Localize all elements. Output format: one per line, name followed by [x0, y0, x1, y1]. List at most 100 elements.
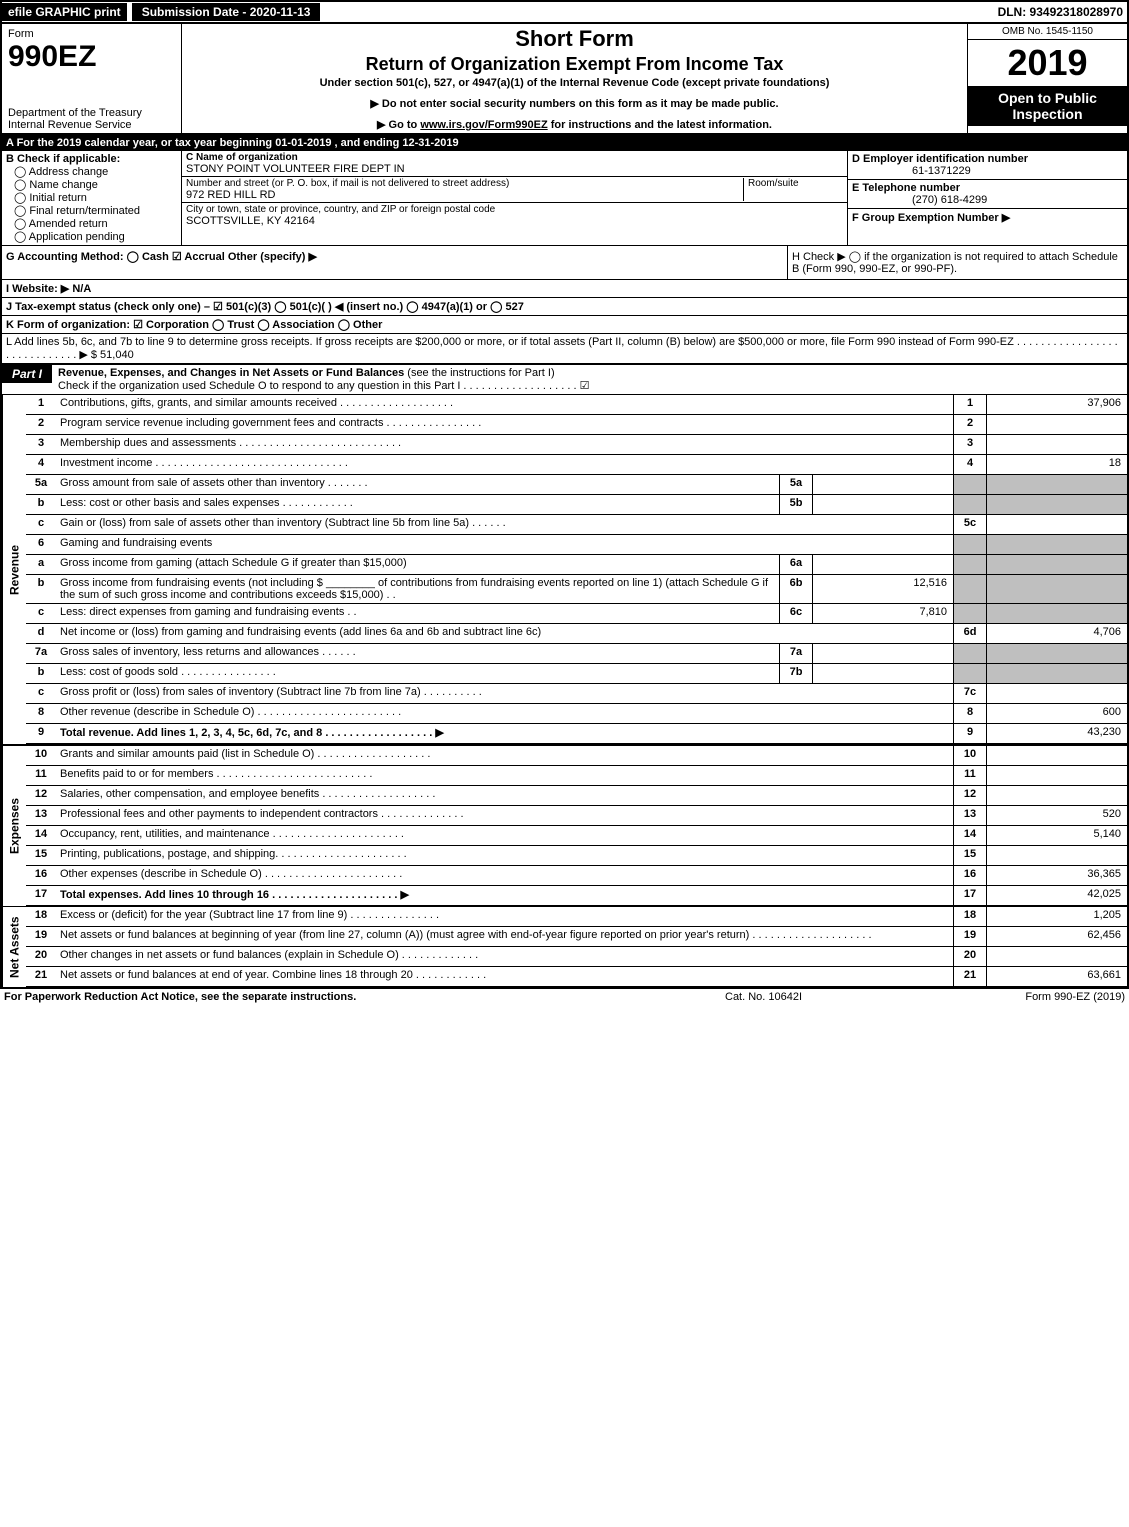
line-number: 13: [26, 806, 56, 825]
line-desc: Program service revenue including govern…: [56, 415, 953, 434]
line-a: A For the 2019 calendar year, or tax yea…: [2, 135, 1127, 151]
line-number: a: [26, 555, 56, 574]
line-desc: Less: cost of goods sold . . . . . . . .…: [56, 664, 779, 683]
table-row: 4Investment income . . . . . . . . . . .…: [26, 455, 1127, 475]
chk-name[interactable]: ◯ Name change: [14, 178, 177, 191]
netassets-side-label: Net Assets: [2, 907, 26, 987]
table-row: 17Total expenses. Add lines 10 through 1…: [26, 886, 1127, 906]
part1-tag: Part I: [2, 365, 52, 383]
phone-val: (270) 618-4299: [852, 194, 987, 206]
right-value: [987, 664, 1127, 683]
right-line-number: [953, 664, 987, 683]
mid-value: [813, 644, 953, 663]
right-value: 600: [987, 704, 1127, 723]
right-line-number: 16: [953, 866, 987, 885]
right-value: 43,230: [987, 724, 1127, 743]
revenue-group: Revenue 1Contributions, gifts, grants, a…: [2, 395, 1127, 744]
table-row: 3Membership dues and assessments . . . .…: [26, 435, 1127, 455]
part1-check[interactable]: ☑: [580, 380, 590, 392]
name-label: C Name of organization: [186, 152, 298, 163]
line-number: 1: [26, 395, 56, 414]
section-bcd: B Check if applicable: ◯ Address change …: [2, 151, 1127, 246]
right-value: [987, 555, 1127, 574]
right-value: [987, 766, 1127, 785]
table-row: 2Program service revenue including gover…: [26, 415, 1127, 435]
table-row: 10Grants and similar amounts paid (list …: [26, 746, 1127, 766]
line-number: 19: [26, 927, 56, 946]
tax-exempt-row: J Tax-exempt status (check only one) – ☑…: [2, 298, 1127, 316]
line-number: 10: [26, 746, 56, 765]
form-container: efile GRAPHIC print Submission Date - 20…: [0, 0, 1129, 989]
chk-final[interactable]: ◯ Final return/terminated: [14, 204, 177, 217]
line-desc: Benefits paid to or for members . . . . …: [56, 766, 953, 785]
table-row: 11Benefits paid to or for members . . . …: [26, 766, 1127, 786]
right-line-number: 14: [953, 826, 987, 845]
line-desc: Gross income from gaming (attach Schedul…: [56, 555, 779, 574]
room-label: Room/suite: [748, 178, 799, 189]
box-b-label: B Check if applicable:: [6, 153, 177, 165]
chk-amended[interactable]: ◯ Amended return: [14, 217, 177, 230]
right-line-number: [953, 555, 987, 574]
irs-link[interactable]: www.irs.gov/Form990EZ: [420, 119, 547, 131]
submission-date: Submission Date - 2020-11-13: [131, 2, 322, 22]
note-ssn: ▶ Do not enter social security numbers o…: [188, 97, 961, 110]
table-row: 21Net assets or fund balances at end of …: [26, 967, 1127, 987]
table-row: 20Other changes in net assets or fund ba…: [26, 947, 1127, 967]
right-line-number: 12: [953, 786, 987, 805]
line-desc: Other revenue (describe in Schedule O) .…: [56, 704, 953, 723]
mid-line-number: 7a: [779, 644, 813, 663]
line-number: b: [26, 575, 56, 603]
right-line-number: [953, 475, 987, 494]
street-label: Number and street (or P. O. box, if mail…: [186, 178, 509, 189]
table-row: 15Printing, publications, postage, and s…: [26, 846, 1127, 866]
line-desc: Contributions, gifts, grants, and simila…: [56, 395, 953, 414]
chk-initial[interactable]: ◯ Initial return: [14, 191, 177, 204]
mid-value: 7,810: [813, 604, 953, 623]
phone-label: E Telephone number: [852, 182, 960, 194]
revenue-side-label: Revenue: [2, 395, 26, 744]
right-value: [987, 495, 1127, 514]
line-number: b: [26, 664, 56, 683]
right-line-number: 17: [953, 886, 987, 905]
city-label: City or town, state or province, country…: [186, 204, 495, 215]
header-right: OMB No. 1545-1150 2019 Open to Public In…: [967, 24, 1127, 133]
right-line-number: 8: [953, 704, 987, 723]
line-number: c: [26, 684, 56, 703]
right-value: 1,205: [987, 907, 1127, 926]
right-value: 63,661: [987, 967, 1127, 986]
table-row: aGross income from gaming (attach Schedu…: [26, 555, 1127, 575]
right-line-number: 2: [953, 415, 987, 434]
right-line-number: [953, 535, 987, 554]
table-row: cGross profit or (loss) from sales of in…: [26, 684, 1127, 704]
open-to-public: Open to Public Inspection: [968, 86, 1127, 126]
box-b: B Check if applicable: ◯ Address change …: [2, 151, 182, 245]
right-value: [987, 415, 1127, 434]
table-row: 7aGross sales of inventory, less returns…: [26, 644, 1127, 664]
note-goto: ▶ Go to www.irs.gov/Form990EZ for instru…: [188, 118, 961, 131]
line-desc: Other changes in net assets or fund bala…: [56, 947, 953, 966]
line-number: d: [26, 624, 56, 643]
line-desc: Gross profit or (loss) from sales of inv…: [56, 684, 953, 703]
table-row: dNet income or (loss) from gaming and fu…: [26, 624, 1127, 644]
right-line-number: 21: [953, 967, 987, 986]
chk-address[interactable]: ◯ Address change: [14, 165, 177, 178]
line-number: 18: [26, 907, 56, 926]
line-number: 20: [26, 947, 56, 966]
part1-sub: Check if the organization used Schedule …: [58, 380, 580, 392]
table-row: 14Occupancy, rent, utilities, and mainte…: [26, 826, 1127, 846]
efile-label[interactable]: efile GRAPHIC print: [2, 3, 127, 21]
subtitle: Under section 501(c), 527, or 4947(a)(1)…: [188, 77, 961, 89]
right-value: 36,365: [987, 866, 1127, 885]
table-row: 8Other revenue (describe in Schedule O) …: [26, 704, 1127, 724]
right-value: [987, 575, 1127, 603]
chk-pending[interactable]: ◯ Application pending: [14, 230, 177, 243]
paperwork-notice: For Paperwork Reduction Act Notice, see …: [4, 991, 725, 1003]
line-number: 11: [26, 766, 56, 785]
line-desc: Net assets or fund balances at end of ye…: [56, 967, 953, 986]
line-desc: Total revenue. Add lines 1, 2, 3, 4, 5c,…: [56, 724, 953, 743]
table-row: 9Total revenue. Add lines 1, 2, 3, 4, 5c…: [26, 724, 1127, 744]
right-value: [987, 786, 1127, 805]
right-value: [987, 604, 1127, 623]
right-line-number: 7c: [953, 684, 987, 703]
right-value: [987, 475, 1127, 494]
